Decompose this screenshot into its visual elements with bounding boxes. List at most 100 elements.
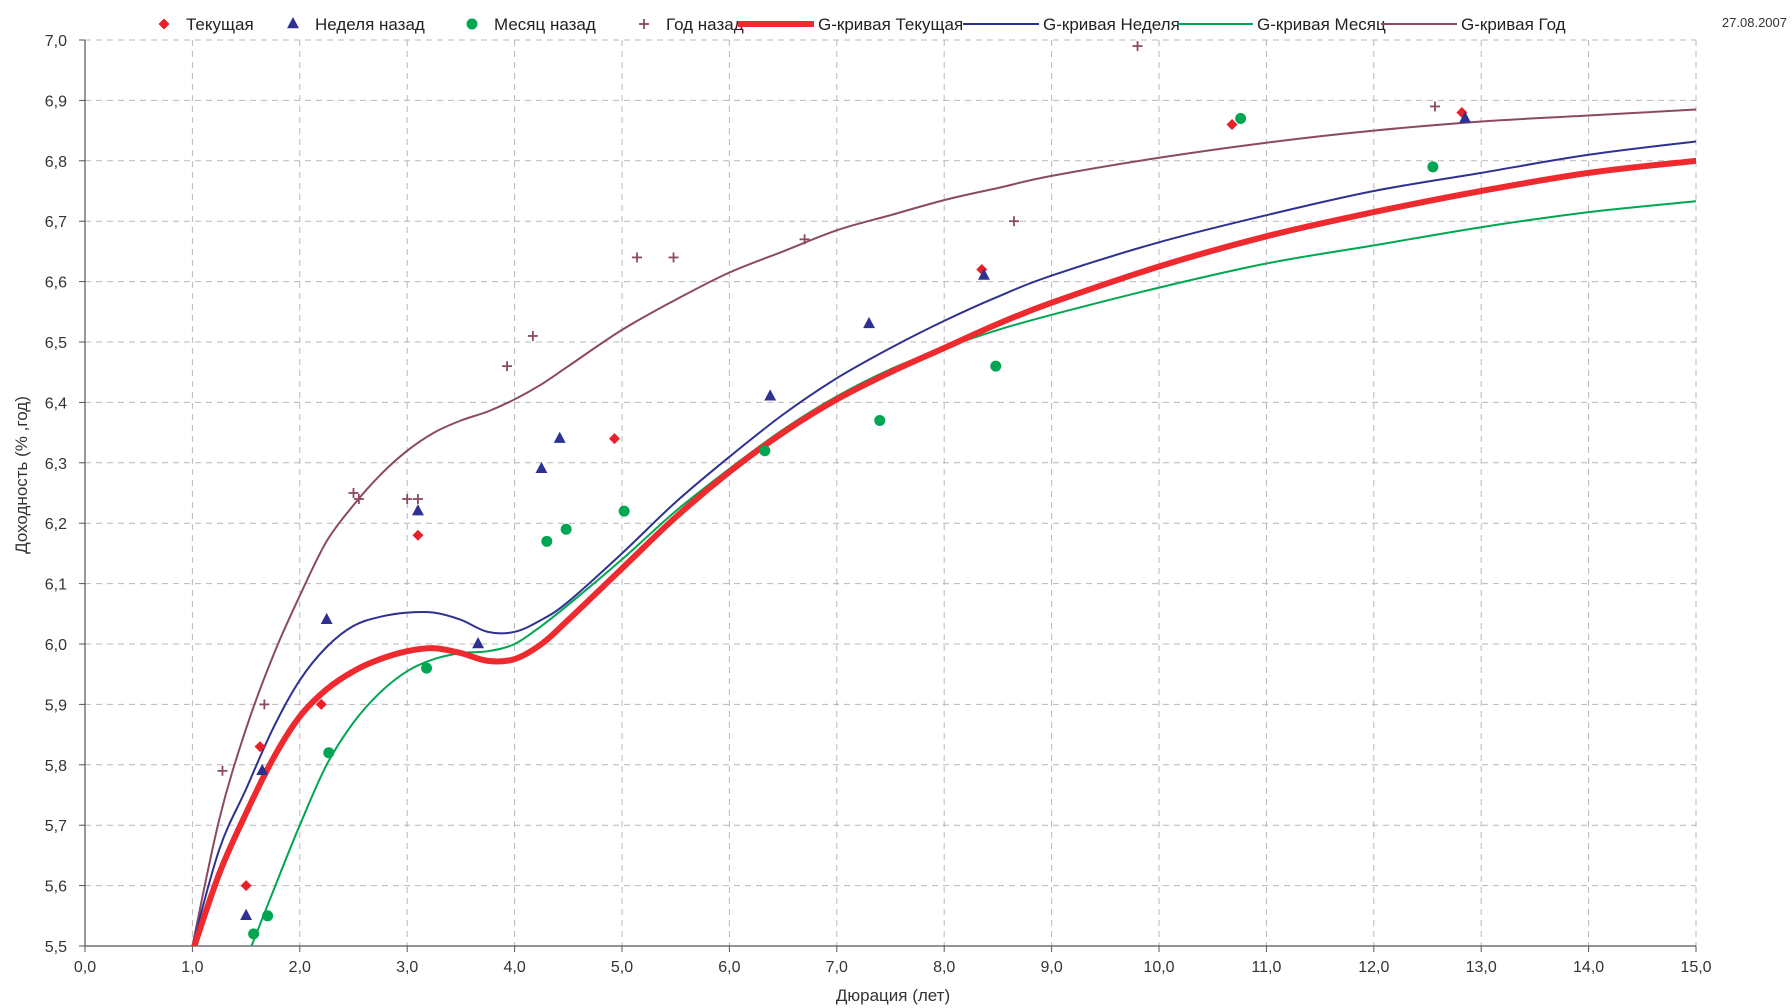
g-curve-0	[191, 157, 1696, 946]
legend-item: G-кривая Месяц	[1177, 15, 1386, 34]
point-circle	[1427, 161, 1439, 173]
plot-area	[85, 40, 1696, 946]
x-tick-label: 13,0	[1466, 959, 1497, 976]
point-plus	[259, 699, 270, 710]
point-triangle	[863, 316, 875, 329]
point-plus	[632, 252, 643, 263]
point-plus	[353, 494, 364, 505]
y-tick-label: 5,6	[45, 879, 67, 896]
x-tick-label: 14,0	[1573, 959, 1604, 976]
x-tick-label: 12,0	[1358, 959, 1389, 976]
axes: 0,0 1,0 2,0 3,0 4,0 5,0 6,0 7,0 8,0 9,0 10,0 11,0 12…	[45, 33, 1712, 976]
y-tick-label: 6,1	[45, 577, 67, 594]
y-tick-label: 6,3	[45, 456, 67, 473]
point-plus	[668, 252, 679, 263]
x-tick-label: 8,0	[933, 959, 955, 976]
point-diamond	[315, 698, 327, 710]
legend: Текущая Неделя назад Месяц назад Год назад G…	[158, 15, 1566, 34]
date-label: 27.08.2007	[1722, 15, 1787, 30]
legend-item: G-кривая Год	[1381, 15, 1566, 34]
y-tick-label: 6,9	[45, 93, 67, 110]
legend-marker-plus	[639, 19, 649, 29]
legend-item: Текущая	[158, 15, 254, 34]
point-triangle	[411, 504, 424, 516]
y-tick-label: 6,0	[45, 637, 67, 654]
legend-marker-diamond	[158, 18, 170, 30]
point-triangle	[764, 389, 777, 401]
point-triangle	[240, 908, 253, 920]
legend-item: G-кривая Текущая	[738, 15, 963, 34]
y-tick-label: 6,8	[45, 154, 67, 171]
point-circle	[874, 415, 886, 427]
y-tick-label: 5,5	[45, 939, 67, 956]
x-tick-label: 7,0	[826, 959, 848, 976]
point-plus	[799, 234, 810, 245]
g-curve-1	[191, 140, 1696, 946]
point-circle	[248, 928, 260, 940]
point-diamond	[1226, 119, 1238, 131]
x-tick-label: 15,0	[1680, 959, 1711, 976]
point-plus	[1132, 41, 1143, 52]
legend-item: Год назад	[639, 15, 744, 34]
point-plus	[502, 361, 513, 372]
point-triangle	[1459, 111, 1472, 123]
point-plus	[527, 330, 538, 341]
point-circle	[759, 445, 771, 457]
legend-marker-circle	[466, 18, 478, 30]
x-tick-label: 2,0	[289, 959, 311, 976]
point-diamond	[608, 433, 620, 445]
point-triangle	[535, 461, 548, 474]
x-axis-title: Дюрация (лет)	[836, 986, 950, 1005]
g-curve-3	[191, 108, 1696, 946]
y-tick-label: 5,7	[45, 818, 67, 835]
point-plus	[348, 488, 359, 498]
point-diamond	[240, 880, 252, 892]
y-tick-label: 6,2	[45, 516, 67, 533]
point-circle	[541, 535, 553, 547]
point-circle	[421, 662, 433, 674]
point-triangle	[320, 612, 333, 625]
legend-item: G-кривая Неделя	[963, 15, 1180, 34]
point-circle	[262, 910, 274, 922]
legend-label: G-кривая Неделя	[1043, 15, 1180, 34]
y-tick-label: 6,6	[45, 275, 67, 292]
point-circle	[1235, 113, 1247, 125]
legend-label: Текущая	[186, 15, 254, 34]
point-circle	[323, 747, 335, 759]
legend-marker-triangle	[287, 17, 299, 29]
point-diamond	[254, 741, 266, 753]
grid	[85, 39, 1697, 946]
y-tick-label: 6,4	[45, 395, 67, 412]
y-tick-label: 7,0	[45, 33, 67, 50]
legend-label: Месяц назад	[494, 15, 596, 34]
y-tick-label: 6,5	[45, 335, 67, 352]
legend-item: Неделя назад	[287, 15, 425, 34]
point-circle	[990, 360, 1002, 372]
legend-label: G-кривая Текущая	[818, 15, 963, 34]
legend-item: Месяц назад	[466, 15, 596, 34]
x-tick-label: 4,0	[503, 959, 525, 976]
point-plus	[217, 765, 228, 776]
legend-label: Неделя назад	[315, 15, 425, 34]
x-tick-label: 0,0	[74, 959, 96, 976]
point-triangle	[977, 268, 990, 280]
x-tick-label: 3,0	[396, 959, 418, 976]
x-tick-label: 5,0	[611, 959, 633, 976]
point-circle	[560, 523, 572, 535]
points	[217, 41, 1472, 940]
legend-label: Год назад	[666, 15, 744, 34]
x-tick-label: 11,0	[1251, 959, 1281, 976]
g-curve-2	[250, 200, 1696, 946]
x-tick-label: 1,0	[181, 959, 203, 976]
point-plus	[412, 494, 423, 505]
point-plus	[1009, 216, 1020, 227]
y-tick-label: 5,9	[45, 697, 67, 714]
y-tick-label: 5,8	[45, 758, 67, 775]
point-triangle	[553, 431, 566, 443]
y-tick-label: 6,7	[45, 214, 67, 231]
x-tick-label: 9,0	[1040, 959, 1062, 976]
x-tick-label: 10,0	[1143, 959, 1174, 976]
curves	[191, 108, 1696, 946]
point-triangle	[256, 763, 269, 776]
